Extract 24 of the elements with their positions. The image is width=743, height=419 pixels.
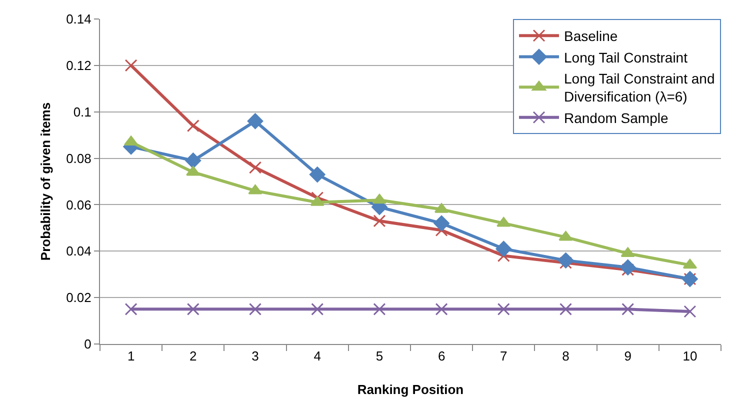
y-tick-label: 0.06 [66,197,92,212]
y-axis-title: Probability of given items [38,102,54,261]
legend-label: Random Sample [564,110,668,126]
x-tick-label: 5 [376,348,384,364]
x-axis-title: Ranking Position [357,382,464,398]
legend-label: Long Tail Constraint and Diversification (λ=6) [564,70,715,105]
x-tick-label: 6 [438,348,446,364]
x-tick-label: 2 [190,348,197,364]
y-tick-label: 0.12 [66,58,92,73]
legend-label: Baseline [564,28,618,44]
x-tick-label: 10 [682,348,698,364]
x-tick-label: 7 [500,348,508,364]
x-tick-label: 4 [314,348,321,364]
y-tick-label: 0.14 [66,12,92,27]
y-tick-label: 0.04 [66,244,92,259]
y-tick-label: 0.02 [66,290,92,306]
x-tick-label: 1 [127,348,135,364]
x-tick-label: 3 [252,348,259,364]
legend-label: Long Tail Constraint [564,49,688,66]
x-tick-label: 9 [624,348,632,364]
y-tick-label: 0.08 [66,150,92,166]
y-tick-label: 0 [84,336,92,352]
y-tick-label: 0.1 [73,104,92,120]
x-tick-label: 8 [562,348,570,364]
